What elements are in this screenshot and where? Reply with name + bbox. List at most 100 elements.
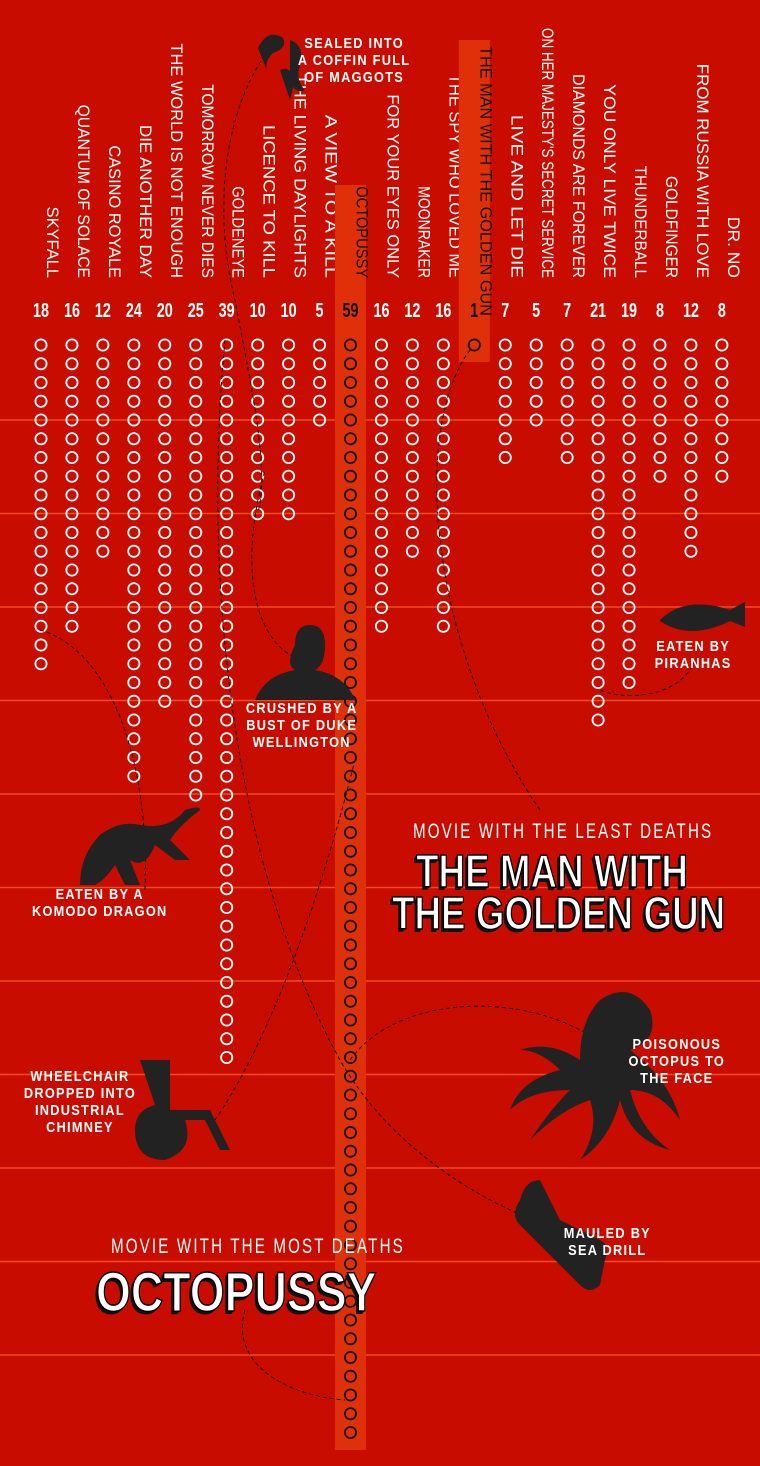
death-count: 16: [64, 299, 80, 322]
death-circle: [220, 713, 234, 727]
highlight-bar: [458, 40, 490, 362]
annotation-octopus: POISONOUS OCTOPUS TO THE FACE: [628, 1036, 726, 1087]
death-count: 12: [95, 299, 111, 322]
death-circle: [343, 1182, 357, 1196]
death-circle: [622, 676, 636, 690]
death-circle: [405, 450, 419, 464]
annotation-komodo: EATEN BY A KOMODO DRAGON: [31, 886, 168, 920]
death-circle: [622, 357, 636, 371]
death-circle: [96, 394, 110, 408]
death-circle: [374, 563, 388, 577]
death-circle: [560, 338, 574, 352]
death-circle: [374, 582, 388, 596]
death-circle: [251, 488, 265, 502]
death-circle: [405, 432, 419, 446]
death-circle: [34, 526, 48, 540]
death-circle: [343, 826, 357, 840]
death-count: 21: [590, 299, 606, 322]
death-circle: [127, 601, 141, 615]
death-circle: [622, 601, 636, 615]
death-circle: [405, 394, 419, 408]
death-circle: [220, 976, 234, 990]
death-circle: [96, 432, 110, 446]
death-circle: [343, 1144, 357, 1158]
death-circle: [498, 338, 512, 352]
death-circle: [715, 432, 729, 446]
death-circle: [158, 488, 172, 502]
death-circle: [313, 413, 327, 427]
death-circle: [343, 375, 357, 389]
death-circle: [436, 582, 450, 596]
death-circle: [34, 619, 48, 633]
category-label: ON HER MAJESTY'S SECRET SERVICE: [538, 28, 557, 278]
death-circle: [282, 507, 296, 521]
death-circle: [653, 469, 667, 483]
death-circle: [158, 375, 172, 389]
death-circle: [622, 394, 636, 408]
death-circle: [684, 507, 698, 521]
death-circle: [343, 601, 357, 615]
death-circle: [96, 338, 110, 352]
death-circle: [343, 526, 357, 540]
death-circle: [405, 338, 419, 352]
death-circle: [684, 450, 698, 464]
annotation-piranha: EATEN BY PIRANHAS: [654, 638, 732, 672]
death-circle: [591, 638, 605, 652]
death-circle: [127, 469, 141, 483]
category-label: MOONRAKER: [414, 186, 433, 278]
death-count: 25: [188, 299, 204, 322]
death-circle: [220, 769, 234, 783]
death-circle: [374, 357, 388, 371]
death-circle: [436, 394, 450, 408]
death-circle: [343, 1426, 357, 1440]
death-circle: [127, 676, 141, 690]
death-circle: [189, 488, 203, 502]
death-circle: [343, 1276, 357, 1290]
death-circle: [127, 450, 141, 464]
death-count: 18: [33, 299, 49, 322]
death-circle: [560, 375, 574, 389]
death-circle: [343, 1088, 357, 1102]
connector-octopus: [349, 1005, 611, 1061]
death-circle: [282, 413, 296, 427]
death-circle: [96, 375, 110, 389]
annotation-sea-drill: MAULED BY SEA DRILL: [563, 1225, 651, 1259]
death-circle: [158, 338, 172, 352]
death-circle: [65, 619, 79, 633]
death-circle: [127, 563, 141, 577]
death-circle: [560, 432, 574, 446]
death-circle: [343, 1257, 357, 1271]
death-circle: [158, 507, 172, 521]
death-circle: [591, 601, 605, 615]
death-circle: [127, 657, 141, 671]
category-label: FOR YOUR EYES ONLY: [383, 94, 402, 278]
least-deaths-title: THE MAN WITH THE GOLDEN GUN: [391, 847, 725, 937]
death-circle: [220, 413, 234, 427]
death-circle: [374, 619, 388, 633]
death-circle: [591, 713, 605, 727]
death-circle: [34, 394, 48, 408]
death-circle: [684, 394, 698, 408]
death-circle: [220, 938, 234, 952]
death-circle: [529, 338, 543, 352]
death-circle: [127, 732, 141, 746]
death-count: 12: [404, 299, 420, 322]
death-circle: [127, 769, 141, 783]
category-label: YOU ONLY LIVE TWICE: [600, 84, 619, 278]
death-circle: [189, 619, 203, 633]
bust-icon: [255, 625, 355, 700]
death-circle: [34, 375, 48, 389]
category-label: TOMORROW NEVER DIES: [198, 84, 217, 278]
death-count: 16: [435, 299, 451, 322]
death-circle: [653, 394, 667, 408]
death-circle: [220, 338, 234, 352]
death-circle: [34, 507, 48, 521]
death-circle: [436, 544, 450, 558]
death-circle: [65, 563, 79, 577]
death-circle: [34, 638, 48, 652]
death-circle: [498, 375, 512, 389]
death-circle: [343, 1388, 357, 1402]
death-circle: [622, 544, 636, 558]
death-circle: [343, 1313, 357, 1327]
death-circle: [34, 657, 48, 671]
